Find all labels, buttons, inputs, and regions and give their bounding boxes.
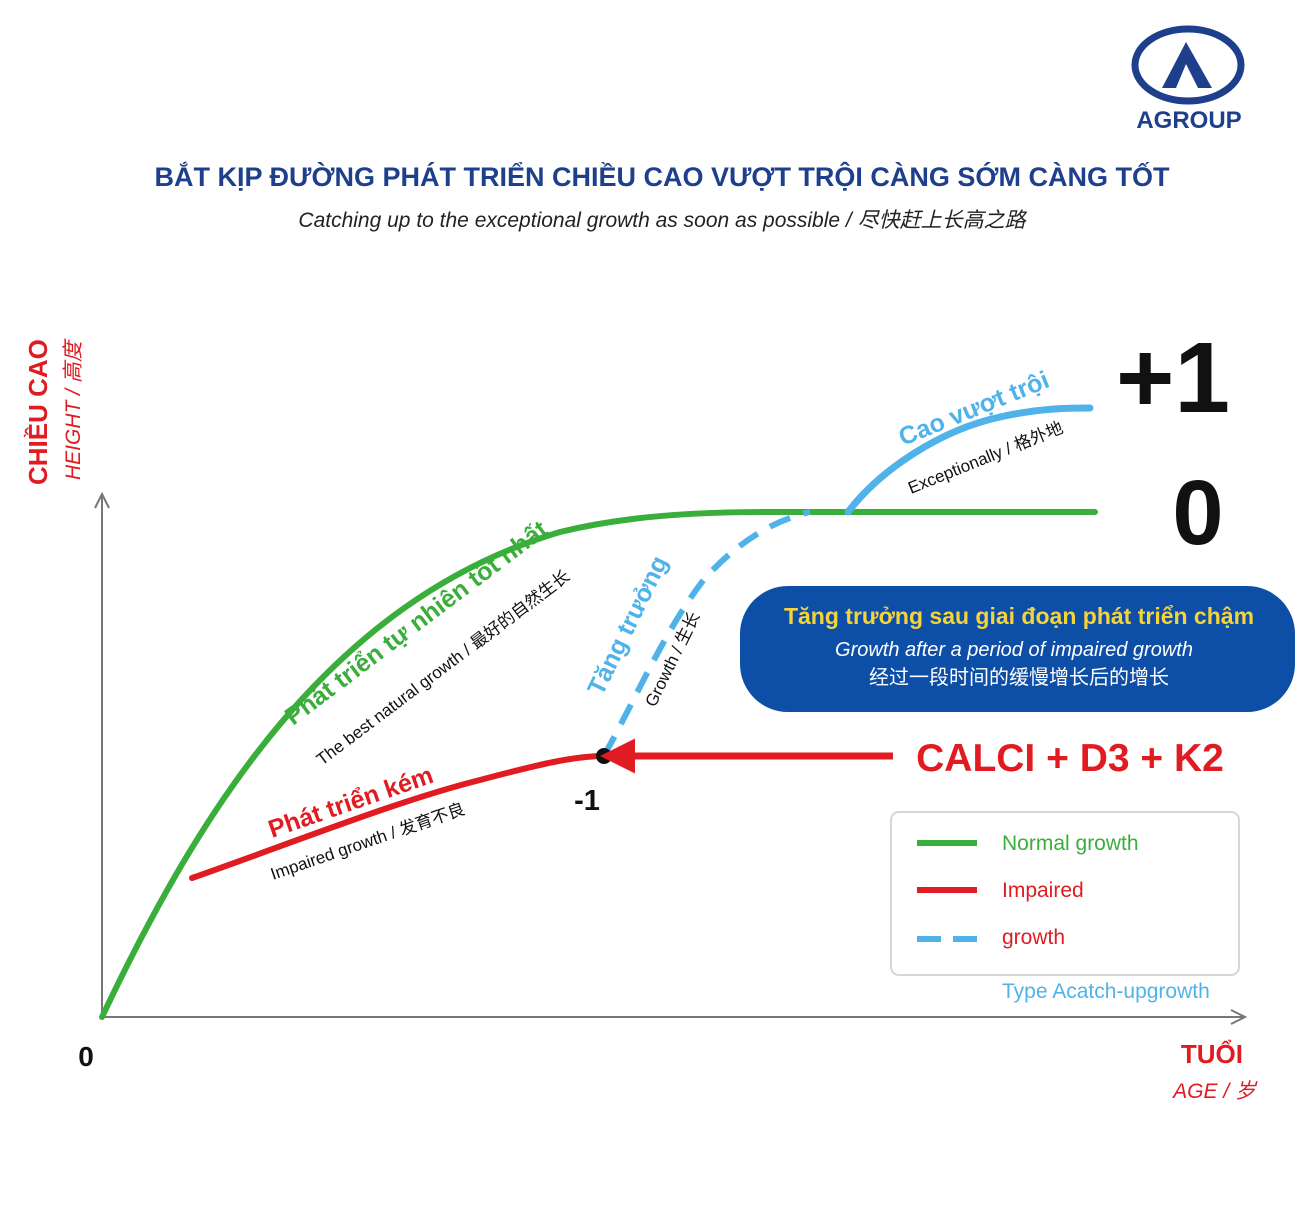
origin-label: 0 <box>78 1041 94 1072</box>
logo-ring <box>1131 25 1245 105</box>
catch-up-growth-curve <box>601 509 811 758</box>
info-box-background <box>740 586 1295 712</box>
x-axis-label: TUỔI <box>1181 1039 1243 1069</box>
x-axis-arrow-icon <box>1230 1009 1248 1025</box>
legend: Normal growth Impaired growth Type Acatc… <box>890 811 1240 1003</box>
x-axis-sublabel: AGE / 岁 <box>1171 1080 1258 1103</box>
info-box: Tăng trưởng sau giai đoạn phát triển chậ… <box>740 586 1295 712</box>
plus-one-label: +1 <box>1116 322 1230 434</box>
legend-label-impaired: Impaired <box>1002 879 1084 902</box>
logo-text: AGROUP <box>1136 107 1241 134</box>
info-box-subtitle-cn: 经过一段时间的缓慢增长后的增长 <box>869 666 1169 689</box>
impaired-growth-curve <box>189 753 607 881</box>
exceptional-growth-curve <box>844 404 1094 516</box>
page-subtitle: Catching up to the exceptional growth as… <box>298 209 1027 232</box>
legend-label-normal: Normal growth <box>1002 832 1139 855</box>
legend-label-catchup: growth <box>1002 926 1065 949</box>
logo-letter-a-icon <box>1162 42 1212 88</box>
info-box-subtitle: Growth after a period of impaired growth <box>835 639 1193 661</box>
minus-one-label: -1 <box>574 785 600 817</box>
legend-box <box>890 811 1240 976</box>
callout-text: CALCI + D3 + K2 <box>916 737 1224 780</box>
page-title: BẮT KỊP ĐƯỜNG PHÁT TRIỂN CHIỀU CAO VƯỢT … <box>155 160 1170 192</box>
y-axis-arrow-icon <box>94 491 110 509</box>
info-box-title: Tăng trưởng sau giai đoạn phát triển chậ… <box>784 603 1254 629</box>
y-axis-sublabel: HEIGHT / 高度 <box>62 338 85 480</box>
normal-growth-curve <box>99 508 1098 1020</box>
y-axis-label: CHIỀU CAO <box>23 339 53 485</box>
minus-one-point <box>596 748 612 764</box>
legend-caption: Type Acatch-upgrowth <box>1002 980 1210 1003</box>
zero-level-label: 0 <box>1172 462 1223 564</box>
axes <box>94 491 1248 1025</box>
agroup-logo: AGROUP <box>1131 25 1245 134</box>
